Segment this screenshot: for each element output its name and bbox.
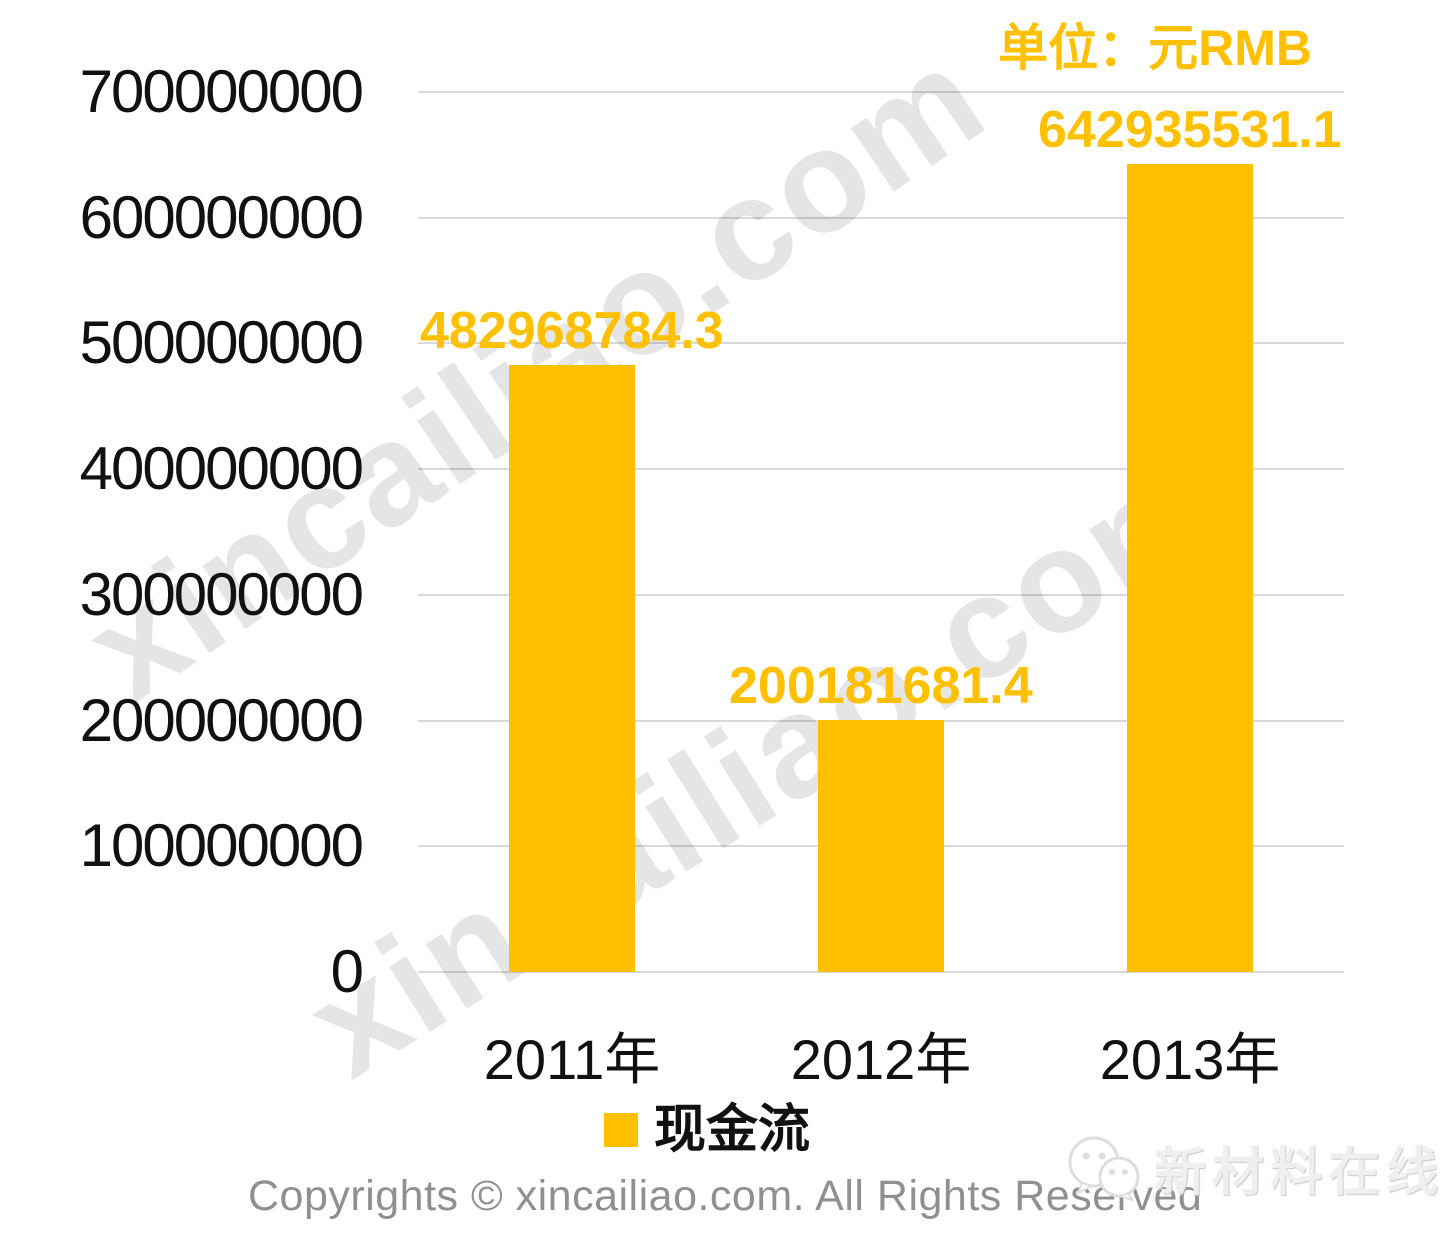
gridline bbox=[418, 91, 1344, 93]
gridline bbox=[418, 342, 1344, 345]
bar-value-label: 642935531.1 bbox=[1038, 101, 1342, 159]
logo-text: 新材料在线 bbox=[1154, 1144, 1440, 1202]
bar-2011年 bbox=[509, 365, 635, 972]
gridline bbox=[418, 216, 1344, 219]
watermark-text: xincailiao.com bbox=[280, 418, 1250, 1108]
bar-value-label: 482968784.3 bbox=[420, 302, 724, 360]
x-axis-label: 2012年 bbox=[790, 1028, 972, 1091]
gridline bbox=[418, 593, 1344, 596]
unit-label: 单位：元RMB bbox=[998, 20, 1312, 76]
y-axis-tick-label: 600000000 bbox=[79, 183, 364, 251]
gridline bbox=[418, 971, 1344, 973]
legend-label: 现金流 bbox=[654, 1101, 811, 1159]
x-axis-label: 2011年 bbox=[483, 1028, 661, 1091]
legend-swatch bbox=[604, 1113, 638, 1147]
y-axis-tick-label: 0 bbox=[330, 938, 364, 1005]
legend: 现金流 bbox=[604, 1100, 810, 1160]
y-axis-tick-label: 500000000 bbox=[79, 309, 364, 377]
site-logo: 新材料在线 bbox=[1062, 1130, 1440, 1205]
y-axis-tick-label: 700000000 bbox=[79, 58, 364, 125]
bar-2013年 bbox=[1127, 164, 1253, 972]
y-axis-tick-label: 200000000 bbox=[79, 686, 364, 754]
gridline bbox=[418, 468, 1344, 471]
bar-2012年 bbox=[818, 720, 944, 972]
y-axis-tick-label: 100000000 bbox=[79, 812, 364, 880]
copyright-text: Copyrights © xincailiao.com. All Rights … bbox=[248, 1172, 1203, 1220]
y-axis-tick-label: 300000000 bbox=[79, 560, 364, 628]
x-axis-label: 2013年 bbox=[1099, 1028, 1281, 1091]
chat-bubbles-icon bbox=[1068, 1136, 1140, 1201]
y-axis-tick-label: 400000000 bbox=[79, 435, 364, 503]
bar-value-label: 200181681.4 bbox=[729, 657, 1033, 715]
